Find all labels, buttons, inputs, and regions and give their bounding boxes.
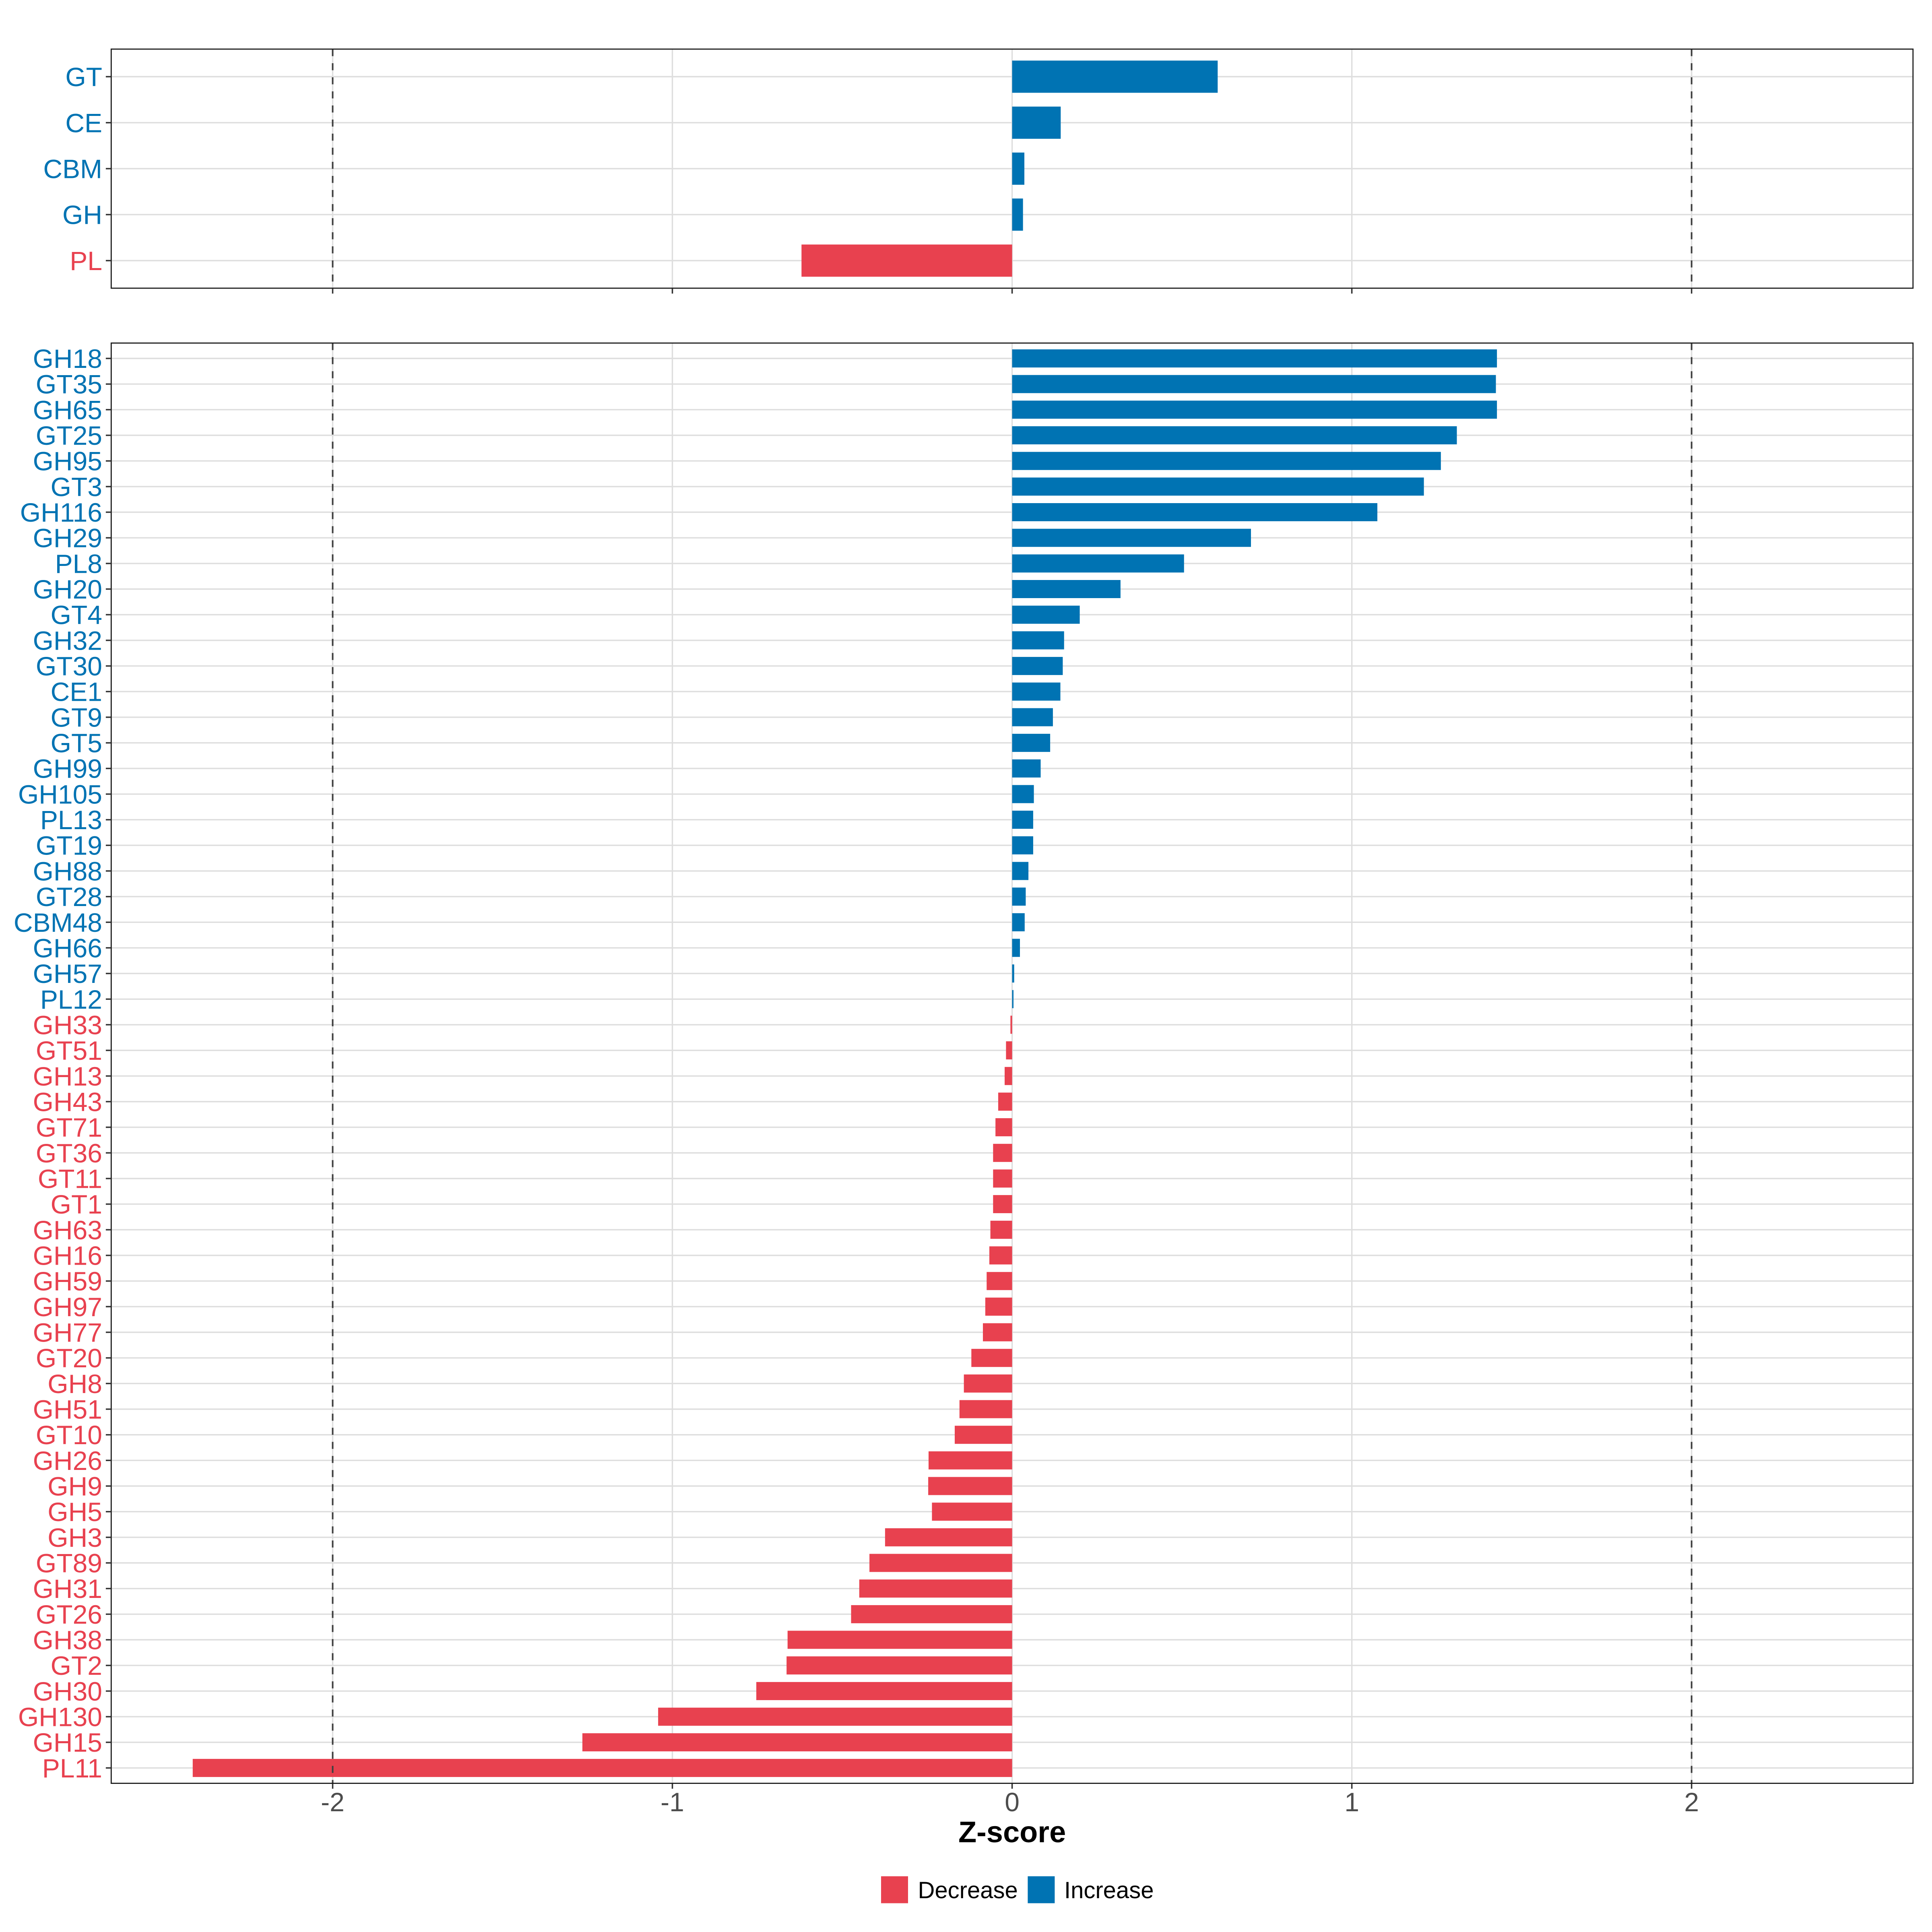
- svg-text:GT3: GT3: [51, 472, 102, 502]
- svg-text:GT71: GT71: [36, 1113, 102, 1142]
- svg-text:GH13: GH13: [33, 1061, 102, 1091]
- svg-text:GH51: GH51: [33, 1395, 102, 1424]
- svg-text:GH99: GH99: [33, 754, 102, 784]
- svg-text:0: 0: [1005, 1787, 1020, 1817]
- svg-text:GT26: GT26: [36, 1600, 102, 1629]
- svg-text:GT19: GT19: [36, 831, 102, 861]
- svg-text:GT25: GT25: [36, 421, 102, 450]
- svg-text:GH9: GH9: [47, 1472, 102, 1501]
- svg-text:GH8: GH8: [47, 1369, 102, 1399]
- svg-text:GH33: GH33: [33, 1010, 102, 1040]
- svg-text:GT4: GT4: [51, 600, 102, 630]
- svg-text:GT28: GT28: [36, 882, 102, 912]
- svg-text:CE1: CE1: [51, 677, 102, 707]
- svg-text:GH26: GH26: [33, 1446, 102, 1476]
- svg-text:2: 2: [1684, 1787, 1699, 1817]
- svg-text:GH95: GH95: [33, 446, 102, 476]
- svg-text:GT1: GT1: [51, 1189, 102, 1219]
- svg-text:GH15: GH15: [33, 1728, 102, 1757]
- svg-text:GH: GH: [62, 200, 102, 230]
- svg-text:PL: PL: [70, 246, 102, 276]
- svg-text:GT10: GT10: [36, 1420, 102, 1450]
- svg-text:GH88: GH88: [33, 856, 102, 886]
- svg-text:GT2: GT2: [51, 1651, 102, 1680]
- svg-text:GT9: GT9: [51, 702, 102, 732]
- svg-text:CBM48: CBM48: [14, 908, 102, 937]
- svg-text:Decrease: Decrease: [918, 1877, 1018, 1903]
- svg-text:GH116: GH116: [20, 497, 102, 527]
- svg-text:GH32: GH32: [33, 625, 102, 655]
- svg-text:Z-score: Z-score: [958, 1815, 1066, 1849]
- svg-text:GH77: GH77: [33, 1318, 102, 1348]
- svg-text:GH43: GH43: [33, 1087, 102, 1117]
- svg-text:GH16: GH16: [33, 1241, 102, 1271]
- svg-text:GH30: GH30: [33, 1676, 102, 1706]
- svg-text:CBM: CBM: [43, 154, 102, 184]
- svg-text:GH105: GH105: [18, 779, 102, 809]
- svg-text:GT5: GT5: [51, 728, 102, 758]
- svg-text:PL8: PL8: [55, 549, 102, 578]
- svg-text:GT51: GT51: [36, 1036, 102, 1065]
- svg-text:GT30: GT30: [36, 651, 102, 681]
- svg-text:PL13: PL13: [40, 805, 102, 835]
- svg-text:GH29: GH29: [33, 523, 102, 553]
- svg-text:GH38: GH38: [33, 1625, 102, 1655]
- svg-text:GH66: GH66: [33, 933, 102, 963]
- svg-text:-2: -2: [321, 1787, 345, 1817]
- svg-text:GH59: GH59: [33, 1266, 102, 1296]
- svg-text:Increase: Increase: [1064, 1877, 1154, 1903]
- svg-text:GH63: GH63: [33, 1215, 102, 1245]
- svg-text:GH3: GH3: [47, 1523, 102, 1552]
- svg-text:GH20: GH20: [33, 574, 102, 604]
- svg-text:PL12: PL12: [40, 985, 102, 1014]
- svg-text:-1: -1: [661, 1787, 684, 1817]
- svg-text:PL11: PL11: [42, 1753, 102, 1783]
- svg-text:GH130: GH130: [18, 1702, 102, 1732]
- svg-text:GT36: GT36: [36, 1138, 102, 1168]
- svg-text:CE: CE: [65, 108, 102, 138]
- svg-text:GT11: GT11: [38, 1164, 102, 1194]
- svg-text:1: 1: [1344, 1787, 1359, 1817]
- svg-text:GH31: GH31: [33, 1574, 102, 1604]
- svg-text:GH97: GH97: [33, 1292, 102, 1322]
- svg-text:GT20: GT20: [36, 1343, 102, 1373]
- svg-text:GT89: GT89: [36, 1548, 102, 1578]
- svg-text:GT: GT: [65, 62, 102, 92]
- svg-text:GT35: GT35: [36, 369, 102, 399]
- svg-text:GH18: GH18: [33, 344, 102, 374]
- svg-text:GH5: GH5: [47, 1497, 102, 1527]
- svg-text:GH65: GH65: [33, 395, 102, 425]
- svg-text:GH57: GH57: [33, 959, 102, 989]
